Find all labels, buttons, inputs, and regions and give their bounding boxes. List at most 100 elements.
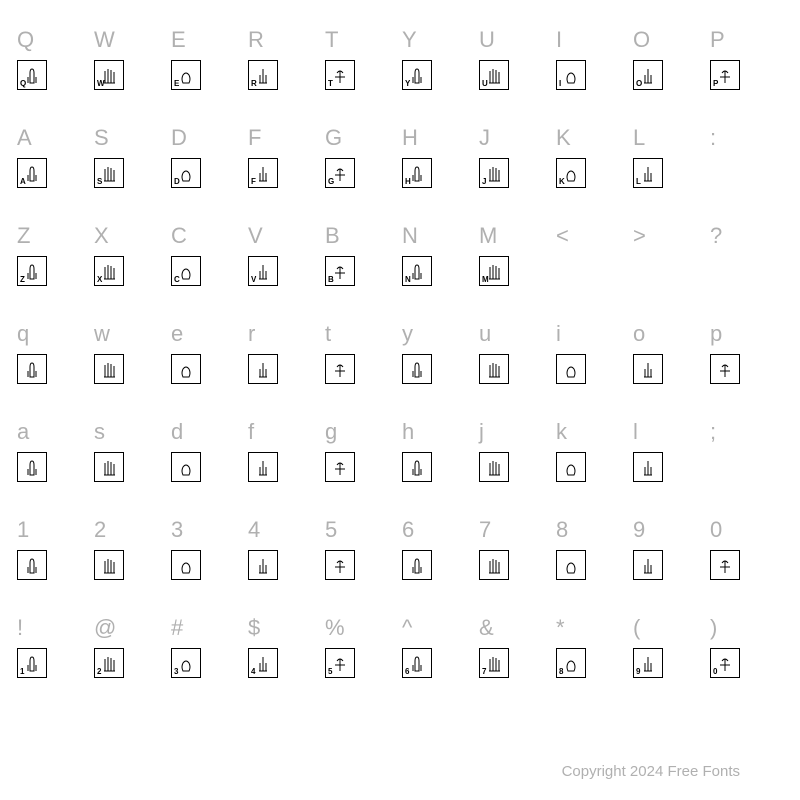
hand-sign-icon: [640, 359, 656, 379]
hand-sign-icon: [563, 555, 579, 575]
hand-sign-icon: [409, 163, 425, 183]
hand-sign-icon: [332, 653, 348, 673]
char-cell: j: [477, 412, 554, 510]
glyph-box: [325, 550, 355, 580]
char-label: e: [171, 314, 183, 354]
hand-sign-icon: [24, 163, 40, 183]
hand-sign-icon: [563, 163, 579, 183]
char-cell: TT: [323, 20, 400, 118]
char-label: Z: [17, 216, 30, 256]
glyph-box: 6: [402, 648, 432, 678]
char-cell: MM: [477, 216, 554, 314]
hand-sign-icon: [178, 653, 194, 673]
glyph-letter: D: [174, 177, 180, 186]
glyph-box: [710, 158, 740, 188]
hand-sign-icon: [717, 65, 733, 85]
char-cell: g: [323, 412, 400, 510]
hand-sign-icon: [563, 65, 579, 85]
glyph-box: A: [17, 158, 47, 188]
glyph-letter: N: [405, 275, 411, 284]
char-label: D: [171, 118, 187, 158]
hand-sign-icon: [178, 65, 194, 85]
char-cell: II: [554, 20, 631, 118]
hand-sign-icon: [24, 457, 40, 477]
char-cell: 8: [554, 510, 631, 608]
char-cell: GG: [323, 118, 400, 216]
char-cell: SS: [92, 118, 169, 216]
char-cell: HH: [400, 118, 477, 216]
char-label: T: [325, 20, 338, 60]
char-label: 6: [402, 510, 414, 550]
char-label: >: [633, 216, 646, 256]
glyph-box: [710, 452, 740, 482]
hand-sign-icon: [486, 555, 502, 575]
hand-sign-icon: [717, 653, 733, 673]
char-cell: 4: [246, 510, 323, 608]
char-label: y: [402, 314, 413, 354]
glyph-box: 4: [248, 648, 278, 678]
glyph-box: [633, 354, 663, 384]
glyph-letter: 9: [636, 667, 640, 676]
glyph-letter: V: [251, 275, 256, 284]
hand-sign-icon: [255, 163, 271, 183]
char-label: 8: [556, 510, 568, 550]
hand-sign-icon: [332, 261, 348, 281]
char-label: d: [171, 412, 183, 452]
char-label: $: [248, 608, 260, 648]
char-cell: s: [92, 412, 169, 510]
hand-sign-icon: [101, 653, 117, 673]
char-label: L: [633, 118, 645, 158]
char-label: 0: [710, 510, 722, 550]
glyph-box: [556, 550, 586, 580]
char-cell: y: [400, 314, 477, 412]
glyph-box: [171, 452, 201, 482]
char-cell: t: [323, 314, 400, 412]
char-cell: FF: [246, 118, 323, 216]
glyph-box: [94, 452, 124, 482]
char-label: %: [325, 608, 345, 648]
char-label: O: [633, 20, 650, 60]
hand-sign-icon: [486, 457, 502, 477]
char-cell: *8: [554, 608, 631, 706]
char-label: 5: [325, 510, 337, 550]
char-cell: &7: [477, 608, 554, 706]
glyph-letter: R: [251, 79, 257, 88]
hand-sign-icon: [640, 65, 656, 85]
glyph-box: P: [710, 60, 740, 90]
char-label: N: [402, 216, 418, 256]
glyph-box: [248, 354, 278, 384]
glyph-letter: F: [251, 177, 256, 186]
char-label: K: [556, 118, 571, 158]
glyph-letter: I: [559, 79, 561, 88]
glyph-box: C: [171, 256, 201, 286]
glyph-box: Y: [402, 60, 432, 90]
glyph-letter: K: [559, 177, 565, 186]
char-label: t: [325, 314, 331, 354]
glyph-box: X: [94, 256, 124, 286]
char-label: U: [479, 20, 495, 60]
glyph-letter: Y: [405, 79, 410, 88]
glyph-letter: 0: [713, 667, 717, 676]
glyph-box: [248, 452, 278, 482]
char-label: i: [556, 314, 561, 354]
char-cell: 2: [92, 510, 169, 608]
character-map-grid: QQWWEERRTTYYUUIIOOPPAASSDDFFGGHHJJKKLL:Z…: [15, 20, 785, 706]
char-cell: $4: [246, 608, 323, 706]
char-label: <: [556, 216, 569, 256]
hand-sign-icon: [255, 457, 271, 477]
glyph-box: [94, 550, 124, 580]
char-label: C: [171, 216, 187, 256]
glyph-box: [556, 256, 586, 286]
char-label: j: [479, 412, 484, 452]
hand-sign-icon: [640, 457, 656, 477]
hand-sign-icon: [640, 163, 656, 183]
glyph-box: V: [248, 256, 278, 286]
char-cell: w: [92, 314, 169, 412]
hand-sign-icon: [255, 555, 271, 575]
char-cell: EE: [169, 20, 246, 118]
hand-sign-icon: [255, 653, 271, 673]
hand-sign-icon: [409, 555, 425, 575]
glyph-box: 2: [94, 648, 124, 678]
char-label: V: [248, 216, 263, 256]
char-label: g: [325, 412, 337, 452]
